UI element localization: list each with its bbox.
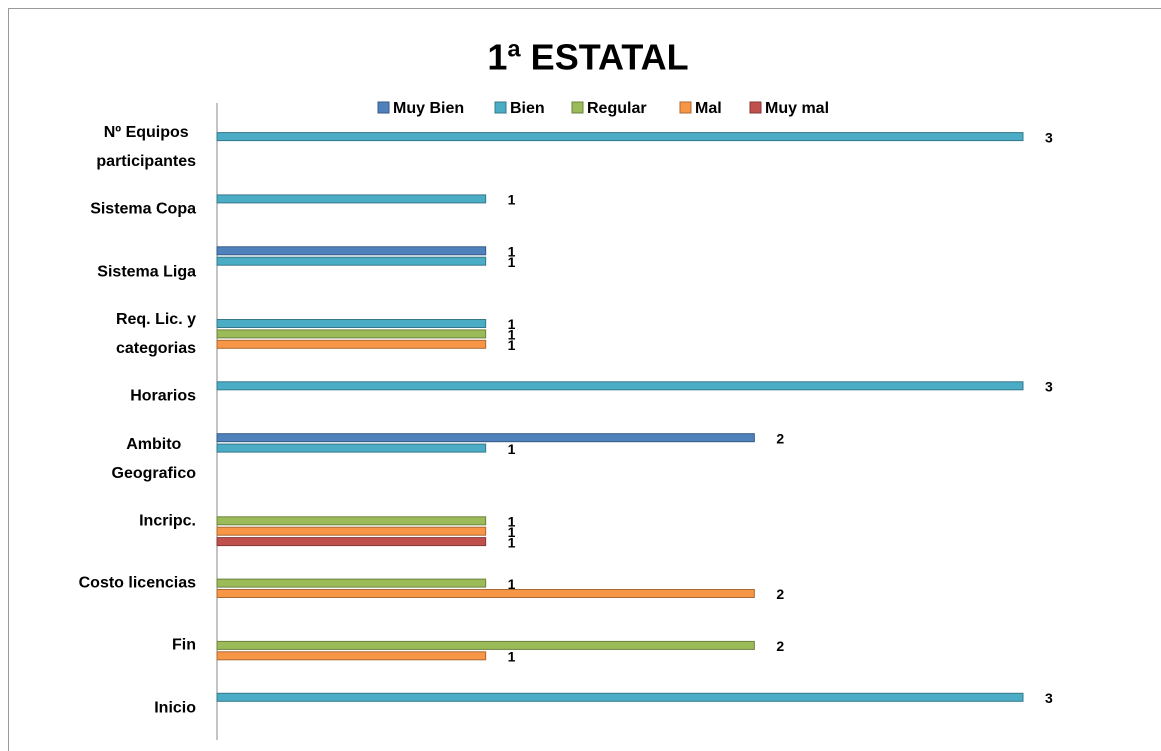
bar	[216, 526, 487, 536]
data-label: 1	[508, 441, 516, 457]
bar	[216, 319, 487, 328]
bar	[216, 651, 487, 661]
data-label: 1	[508, 514, 516, 530]
legend-label: Mal	[695, 100, 722, 117]
bar	[216, 329, 487, 339]
bar	[216, 433, 755, 443]
bar	[216, 578, 487, 588]
data-label: 1	[508, 534, 516, 550]
data-label: 1	[508, 649, 516, 665]
bar	[216, 443, 487, 453]
bar	[216, 589, 755, 598]
bar	[216, 516, 487, 526]
bar	[216, 381, 1024, 391]
bar	[216, 339, 487, 349]
bar	[216, 640, 755, 650]
data-label: 1	[508, 576, 516, 592]
data-label: 3	[1045, 379, 1053, 395]
bar	[216, 537, 487, 547]
data-label: 1	[508, 244, 516, 260]
chart-border	[8, 8, 1161, 751]
data-label: 2	[776, 638, 784, 654]
category-label: Sistema Liga	[97, 263, 196, 281]
category-label: Inicio	[154, 699, 196, 717]
category-label: Fin	[172, 636, 196, 654]
legend-label: Bien	[510, 100, 545, 117]
data-label: 1	[508, 524, 516, 540]
data-label: 1	[508, 254, 516, 270]
category-label: Horarios	[130, 387, 196, 405]
data-label: 1	[508, 337, 516, 353]
legend-swatch	[571, 101, 584, 114]
data-label: 1	[508, 327, 516, 343]
chart-title: 1ª ESTATAL	[487, 37, 688, 78]
data-label: 2	[776, 430, 784, 446]
legend-swatch	[377, 101, 390, 114]
data-label: 1	[508, 316, 516, 332]
legend-label: Regular	[587, 100, 647, 117]
bar	[216, 194, 487, 204]
bar	[216, 132, 1024, 142]
legend-swatch	[749, 101, 762, 114]
legend-swatch	[679, 101, 692, 114]
category-label: Sistema Copa	[90, 200, 196, 218]
data-label: 2	[776, 586, 784, 602]
legend-swatch	[494, 101, 507, 114]
legend-label: Muy mal	[765, 100, 829, 117]
bar	[216, 246, 487, 256]
bar	[216, 692, 1024, 702]
legend-label: Muy Bien	[393, 100, 464, 117]
bar	[216, 256, 487, 266]
category-label: Req. Lic. y categorias	[115, 310, 196, 357]
data-label: 1	[508, 192, 516, 208]
data-label: 3	[1045, 690, 1053, 706]
category-label: Costo licencias	[78, 574, 196, 592]
category-label: Ambito Geografico	[111, 435, 196, 482]
category-label: Nº Equipos participantes	[96, 124, 196, 170]
data-label: 3	[1045, 129, 1053, 145]
category-label: Incripc.	[139, 512, 196, 530]
